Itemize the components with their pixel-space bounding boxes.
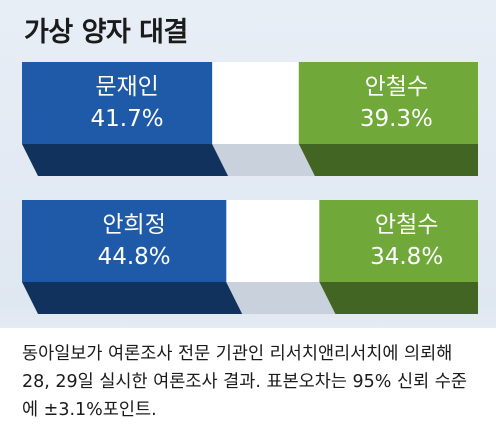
candidate-value-left: 44.8%: [98, 244, 171, 270]
chart-title: 가상 양자 대결: [24, 17, 188, 48]
candidate-name-right: 안철수: [365, 74, 428, 100]
undecided-gap-2: [226, 200, 320, 282]
candidate-value-left: 41.7%: [91, 106, 164, 132]
candidate-name-left: 문재인: [95, 74, 158, 100]
matchup-chart: 문재인 41.7% 안철수 39.3% 안희정 44.8% 안철수 34.8%: [22, 62, 478, 314]
bar-1-right: [298, 62, 478, 144]
bar-2-right: [319, 200, 478, 282]
bar-2-left-depth: [22, 282, 243, 314]
candidate-name-left: 안희정: [102, 212, 165, 238]
undecided-gap-1: [212, 62, 299, 144]
candidate-name-right: 안철수: [375, 212, 438, 238]
bar-1-right-depth: [298, 144, 478, 176]
bar-1-left: [22, 62, 213, 144]
bar-2-left: [22, 200, 227, 282]
bar-2-right-depth: [319, 282, 478, 314]
survey-caption: 동아일보가 여론조사 전문 기관인 리서치앤리서치에 의뢰해 28, 29일 실…: [22, 340, 482, 424]
gap-1-depth: [212, 144, 315, 176]
candidate-value-right: 34.8%: [370, 244, 443, 270]
bar-1-left-depth: [22, 144, 229, 176]
gap-2-depth: [226, 282, 336, 314]
candidate-value-right: 39.3%: [360, 106, 433, 132]
